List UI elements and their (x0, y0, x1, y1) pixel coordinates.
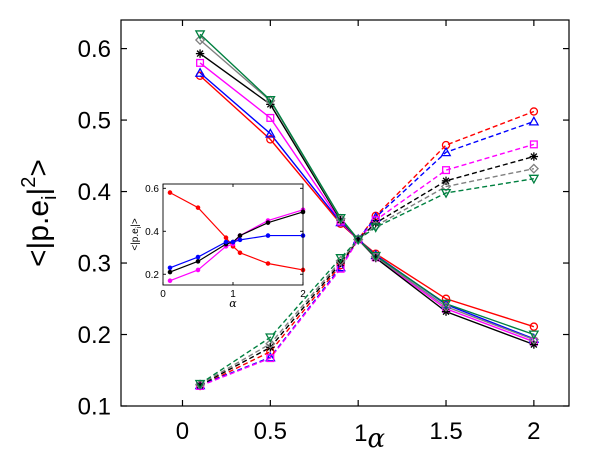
series-2-point (265, 220, 271, 225)
star-marker-stroke (196, 50, 204, 58)
series-10-point (440, 181, 452, 192)
series-0-point (266, 135, 275, 144)
axes-frame (120, 19, 570, 407)
y-axis-label-sup: 2 (18, 177, 40, 188)
series-0-point (195, 205, 201, 210)
star-marker-stroke (372, 219, 380, 227)
y-tick-label: 0.2 (78, 322, 111, 349)
y-tick-label: 0.4 (78, 179, 111, 206)
y-tick-label: 0.1 (78, 393, 111, 420)
series-0-point (529, 322, 539, 331)
star-marker-stroke (442, 177, 450, 185)
series-3-point (195, 49, 205, 58)
series-6-point (529, 107, 539, 116)
series-11-point (352, 235, 364, 245)
series-2-point (195, 259, 201, 264)
inset-y-label-close: |> (130, 218, 141, 227)
inset-y-axis-label: <|p.ei|> (130, 218, 143, 251)
inset-y-label-sub: i (136, 226, 143, 228)
series-7-point (265, 351, 276, 362)
series-5-point (335, 213, 346, 224)
series-3-markers (167, 233, 306, 271)
series-3-point (265, 233, 271, 238)
x-tick-label: 2 (527, 418, 540, 445)
series-5-point (194, 30, 206, 40)
y-axis-label-bar: | (22, 188, 55, 196)
series-7-point (440, 146, 452, 157)
y-axis-label: <|p.ei|2> (18, 159, 61, 267)
series-4-point (440, 301, 452, 312)
series-11-point (528, 174, 540, 185)
series-7-point (335, 261, 346, 272)
x-tick-label: 1 (230, 289, 236, 300)
series-11-point (265, 333, 276, 343)
series-1-point (265, 128, 276, 138)
series-1-point (194, 67, 206, 77)
series-5-point (265, 96, 276, 106)
series-11-point (335, 254, 346, 264)
inset-y-label-open: <|p.e (130, 228, 141, 251)
series-8-point (266, 354, 275, 363)
x-tick-label: 0 (160, 289, 166, 300)
y-tick-label: 0.2 (145, 270, 159, 281)
series-5-point (440, 299, 452, 310)
x-axis-label-group: 1α (354, 420, 385, 452)
x-tick-label: 2 (300, 289, 306, 300)
star-marker-stroke (530, 153, 538, 160)
series-1-point (195, 267, 201, 273)
y-axis-label-sub: i (39, 195, 61, 199)
series-10-point (528, 163, 539, 174)
series-5-point (528, 330, 540, 341)
x-tick-label: 0 (176, 418, 189, 445)
y-tick-label: 0.3 (78, 250, 111, 277)
y-tick-label: 0.5 (78, 107, 111, 134)
series-3-point (237, 237, 243, 243)
y-tick-label: 0.4 (145, 227, 159, 238)
series-4-point (528, 334, 539, 345)
series-8-line (199, 143, 535, 387)
series-0-point (237, 250, 243, 256)
x-tick-label-one: 1 (354, 420, 367, 447)
series-10-point (335, 255, 346, 267)
series-1-point (167, 278, 173, 284)
series-4-point (194, 34, 206, 46)
series-9-point (441, 176, 451, 186)
series-9-point (529, 152, 539, 161)
x-tick-label: 1.5 (429, 418, 462, 445)
series-11-line (199, 177, 534, 385)
x-axis-label: α (368, 424, 386, 452)
series-2-point (196, 58, 205, 67)
series-8-point (442, 166, 451, 175)
y-tick-label: 0.6 (145, 184, 159, 195)
series-11-markers (194, 174, 540, 390)
series-7-point (528, 115, 540, 126)
series-0-point (167, 190, 173, 195)
series-0-point (223, 235, 229, 241)
series-2-point (266, 113, 275, 122)
series-11-point (440, 188, 452, 199)
series-3-point (230, 239, 236, 245)
series-3-point (195, 254, 201, 260)
series-2-point (167, 269, 173, 275)
y-axis-label-end: > (22, 159, 55, 177)
series-8-point (529, 140, 538, 149)
series-3-point (223, 239, 229, 245)
plot-area (163, 184, 303, 285)
inset-plot: 0 1 2 0.2 0.4 0.6 α <|p.ei|> (130, 183, 306, 310)
series-10-point (265, 338, 276, 349)
x-tick-label: 0.5 (254, 418, 287, 445)
series-0-point (265, 261, 271, 266)
series-5-point (370, 251, 382, 262)
y-tick-label: 0.6 (78, 36, 111, 63)
series-11-point (194, 379, 206, 390)
series-11-point (370, 223, 382, 233)
series-3-point (167, 265, 173, 271)
series-9-point (371, 218, 380, 228)
y-axis-label-open: <|p.e (22, 200, 55, 267)
inset-x-axis-label: α (229, 297, 237, 310)
series-2-point (237, 233, 243, 238)
